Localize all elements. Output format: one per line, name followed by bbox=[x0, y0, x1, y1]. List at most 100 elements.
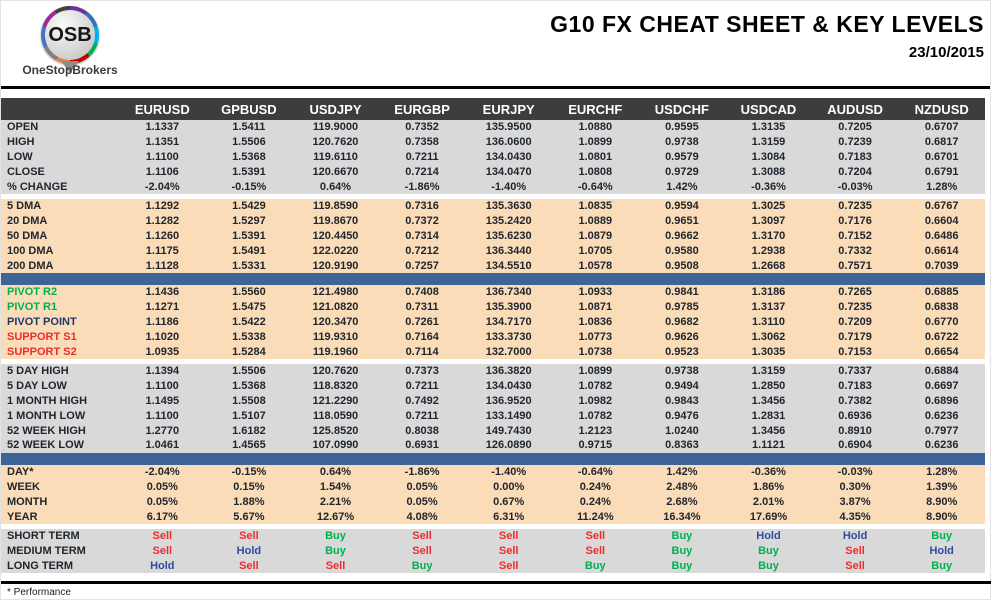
cell-usdcad: 17.69% bbox=[749, 510, 788, 523]
table-row-200-dma: 200 DMA 1.1128 1.5331 120.9190 0.7257 134.551… bbox=[1, 258, 985, 273]
row-label: 200 DMA bbox=[7, 259, 54, 272]
cell-eurgbp: 0.7261 bbox=[405, 315, 439, 328]
cell-gpbusd: 1.5391 bbox=[232, 229, 266, 242]
cell-gpbusd: 1.5560 bbox=[232, 286, 266, 299]
section-gap bbox=[1, 193, 985, 199]
cell-nzdusd: 0.6614 bbox=[924, 244, 959, 257]
cell-eurchf: 1.0899 bbox=[578, 365, 613, 378]
cell-usdchf: 1.42% bbox=[666, 180, 698, 193]
cell-eurusd: 1.1337 bbox=[145, 121, 180, 134]
cell-eurjpy: 136.3440 bbox=[485, 244, 532, 257]
cell-eurusd: 1.1394 bbox=[145, 365, 180, 378]
cell-usdjpy: 122.0220 bbox=[312, 244, 359, 257]
cell-usdjpy: 0.64% bbox=[319, 180, 352, 193]
cell-audusd: 0.7152 bbox=[838, 229, 872, 242]
cell-usdchf: 0.9594 bbox=[665, 200, 699, 213]
cell-nzdusd: 0.6707 bbox=[924, 121, 959, 134]
cell-eurgbp: 0.7492 bbox=[405, 394, 439, 407]
cell-eurchf: 1.0836 bbox=[578, 315, 613, 328]
cell-nzdusd: 0.7039 bbox=[924, 259, 959, 272]
cell-nzdusd: 0.6884 bbox=[924, 365, 959, 378]
row-label: SHORT TERM bbox=[7, 530, 80, 543]
cell-eurusd: 1.0461 bbox=[145, 439, 180, 452]
table-row-5-dma: 5 DMA 1.1292 1.5429 119.8590 0.7316 135.3630 1… bbox=[1, 198, 985, 214]
cell-eurchf: 1.0705 bbox=[578, 244, 613, 257]
cell-audusd: -0.03% bbox=[837, 180, 873, 193]
cell-eurgbp: 0.7214 bbox=[405, 165, 439, 178]
pair-header-eurusd: EURUSD bbox=[134, 101, 190, 117]
row-label: 5 DAY LOW bbox=[7, 380, 67, 393]
cell-eurusd: 0.05% bbox=[146, 495, 178, 508]
cell-eurusd: 1.1436 bbox=[145, 286, 180, 299]
table-row-week: WEEK 0.05% 0.15% 1.54% 0.05% 0.00% 0.24% 2.48% 1… bbox=[1, 479, 985, 495]
cell-eurchf: 1.0578 bbox=[578, 259, 613, 272]
cell-nzdusd: Buy bbox=[931, 530, 953, 543]
cell-usdcad: Hold bbox=[756, 530, 781, 543]
cell-eurusd: 1.1106 bbox=[145, 165, 179, 178]
row-label: 50 DMA bbox=[7, 229, 48, 242]
cell-gpbusd: 5.67% bbox=[233, 510, 265, 523]
cell-eurusd: 1.1100 bbox=[145, 380, 179, 393]
cell-nzdusd: 0.6791 bbox=[924, 165, 959, 178]
table-row-high: HIGH 1.1351 1.5506 120.7620 0.7358 136.0600 1.… bbox=[1, 134, 985, 150]
table-row-100-dma: 100 DMA 1.1175 1.5491 122.0220 0.7212 136.344… bbox=[1, 243, 985, 259]
cell-eurgbp: 0.7372 bbox=[405, 215, 439, 228]
cell-usdcad: 1.3062 bbox=[751, 330, 786, 343]
cell-usdjpy: 120.7620 bbox=[312, 136, 359, 149]
cell-eurjpy: 0.00% bbox=[493, 480, 525, 493]
cell-usdjpy: 118.0590 bbox=[312, 409, 359, 422]
row-label: WEEK bbox=[7, 480, 40, 493]
table-row-low: LOW 1.1100 1.5368 119.6110 0.7211 134.0430 1.0… bbox=[1, 149, 985, 165]
cell-eurusd: 1.1282 bbox=[145, 215, 180, 228]
cell-usdcad: Buy bbox=[758, 545, 779, 558]
cell-gpbusd: 1.5107 bbox=[232, 409, 266, 422]
cell-usdchf: 0.9729 bbox=[665, 165, 699, 178]
table-row-long-term: LONG TERM Hold Sell Sell Buy Sell Buy Buy Buy Sel… bbox=[1, 558, 985, 574]
cell-usdjpy: 120.7620 bbox=[312, 365, 359, 378]
cell-audusd: 0.6904 bbox=[838, 439, 872, 452]
cell-usdjpy: 119.6110 bbox=[313, 150, 358, 163]
cell-usdchf: 1.0240 bbox=[665, 424, 699, 437]
row-label: MEDIUM TERM bbox=[7, 545, 86, 558]
cell-eurchf: Sell bbox=[585, 545, 606, 558]
cell-usdjpy: 120.6670 bbox=[312, 165, 359, 178]
cell-audusd: 0.6936 bbox=[838, 409, 872, 422]
cell-eurjpy: 135.6230 bbox=[485, 229, 532, 242]
cell-usdchf: 2.48% bbox=[666, 480, 698, 493]
cell-audusd: 0.7205 bbox=[838, 121, 872, 134]
pair-header-gpbusd: GPBUSD bbox=[221, 101, 277, 117]
cell-usdchf: Buy bbox=[671, 545, 693, 558]
cell-usdjpy: 121.4980 bbox=[312, 286, 359, 299]
cell-usdjpy: 120.3470 bbox=[312, 315, 359, 328]
title-block: G10 FX CHEAT SHEET & KEY LEVELS 23/10/20… bbox=[550, 11, 984, 61]
page-header: OSB OneStopBrokers G10 FX CHEAT SHEET & … bbox=[1, 1, 990, 89]
cell-nzdusd: 0.6885 bbox=[924, 286, 959, 299]
cell-gpbusd: 1.5338 bbox=[232, 330, 266, 343]
cell-eurgbp: 0.7211 bbox=[405, 150, 439, 163]
cell-usdjpy: 125.8520 bbox=[312, 424, 359, 437]
row-label: 52 WEEK LOW bbox=[7, 439, 85, 452]
cell-audusd: Sell bbox=[845, 545, 865, 558]
cell-nzdusd: 0.6604 bbox=[924, 215, 959, 228]
cell-nzdusd: 8.90% bbox=[926, 495, 958, 508]
blue-divider-bar bbox=[1, 272, 985, 285]
cell-audusd: 0.7332 bbox=[838, 244, 872, 257]
cell-eurgbp: 0.7211 bbox=[405, 380, 439, 393]
cell-nzdusd: Buy bbox=[931, 559, 953, 572]
pair-header-usdchf: USDCHF bbox=[654, 101, 709, 117]
cell-usdcad: 1.1121 bbox=[751, 439, 786, 452]
row-label: DAY* bbox=[7, 466, 34, 479]
cell-usdcad: 1.3097 bbox=[751, 215, 786, 228]
cell-eurchf: 1.0880 bbox=[578, 121, 613, 134]
row-label: PIVOT POINT bbox=[7, 315, 77, 328]
table-row-month: MONTH 0.05% 1.88% 2.21% 0.05% 0.67% 0.24% 2.68%… bbox=[1, 494, 985, 510]
cell-eurgbp: 0.05% bbox=[406, 480, 438, 493]
cell-usdjpy: 12.67% bbox=[316, 510, 355, 523]
cell-eurusd: 1.1186 bbox=[145, 315, 179, 328]
cell-eurjpy: 134.5510 bbox=[485, 259, 532, 272]
cell-gpbusd: 1.5368 bbox=[232, 150, 266, 163]
row-label: OPEN bbox=[7, 121, 39, 134]
cell-usdchf: 0.9523 bbox=[665, 345, 699, 358]
cell-eurchf: 1.0782 bbox=[578, 380, 613, 393]
cell-nzdusd: Hold bbox=[929, 545, 954, 558]
